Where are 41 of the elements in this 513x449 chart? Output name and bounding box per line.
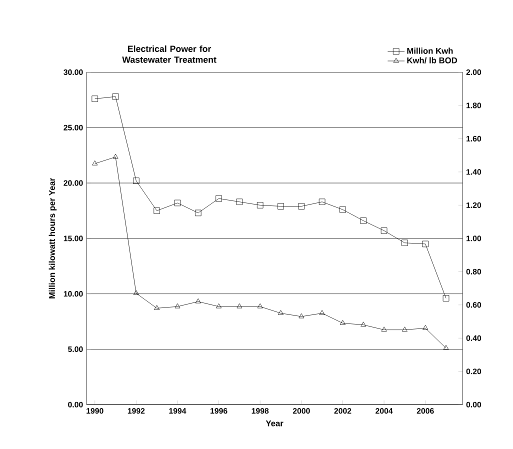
point (443, 344, 449, 350)
point (154, 208, 160, 214)
point (422, 324, 428, 330)
point (257, 303, 263, 308)
point (360, 322, 366, 326)
point (278, 203, 284, 210)
point (92, 160, 98, 166)
point (112, 154, 118, 159)
point (133, 290, 139, 295)
legend-label: Million Kwh (407, 48, 453, 54)
point (216, 303, 222, 308)
point (360, 217, 367, 224)
point (298, 203, 305, 210)
point (216, 195, 222, 202)
y-axis-title: Million kilowatt hours per Year (48, 178, 57, 298)
point (112, 93, 119, 100)
point (381, 326, 387, 332)
chart-title: Electrical Power for Wastewater Treatment (122, 45, 216, 63)
point (256, 202, 264, 208)
point (298, 313, 304, 318)
point (174, 200, 181, 206)
point (319, 310, 325, 315)
point (402, 326, 408, 332)
legend-label: Kwh/ lb BOD (407, 57, 458, 64)
point (380, 227, 388, 234)
point (340, 206, 346, 213)
point (402, 240, 408, 246)
x-axis-title: Year (266, 420, 284, 426)
point (422, 240, 429, 248)
point (92, 96, 98, 102)
point (278, 310, 284, 315)
point (133, 178, 140, 184)
point (236, 303, 242, 308)
point (236, 198, 243, 205)
point (194, 210, 202, 216)
point (340, 320, 346, 325)
point (174, 303, 180, 308)
point (154, 305, 160, 310)
point (442, 295, 450, 302)
point (195, 298, 201, 304)
point (318, 198, 326, 205)
